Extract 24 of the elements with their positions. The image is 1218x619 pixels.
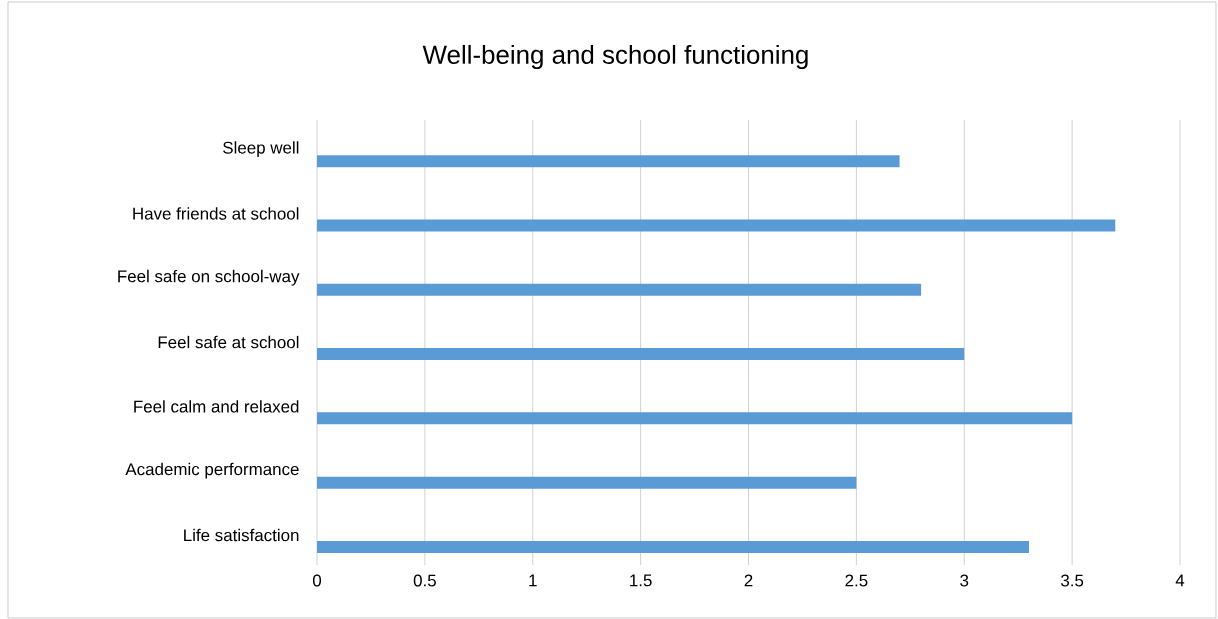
bar <box>317 283 922 296</box>
y-tick-label: Sleep well <box>223 141 299 158</box>
bar <box>317 412 1073 425</box>
bar <box>317 155 900 168</box>
x-tick-label: 0.5 <box>413 574 436 587</box>
x-tick-label: 2 <box>744 574 753 587</box>
x-tick-label: 3.5 <box>1061 574 1084 587</box>
y-tick-label: Have friends at school <box>133 207 299 220</box>
bar <box>317 348 965 361</box>
y-tick-label: Feel calm and relaxed <box>134 400 299 413</box>
x-tick-label: 2.5 <box>845 574 868 587</box>
x-tick-label: 1 <box>529 574 537 587</box>
x-tick-label: 4 <box>1175 574 1185 587</box>
y-tick-label: Feel safe on school-way <box>118 269 300 286</box>
bar <box>317 540 1029 553</box>
bar <box>317 219 1116 232</box>
chart-title: Well-being and school functioning <box>422 44 808 70</box>
y-tick-label: Feel safe at school <box>158 335 299 349</box>
y-tick-label: Academic performance <box>125 462 299 479</box>
x-tick-label: 3 <box>960 574 969 587</box>
x-tick-label: 1.5 <box>630 574 652 587</box>
x-tick-label: 0 <box>312 574 322 587</box>
bar <box>317 476 857 489</box>
y-tick-label: Life satisfaction <box>184 528 299 542</box>
